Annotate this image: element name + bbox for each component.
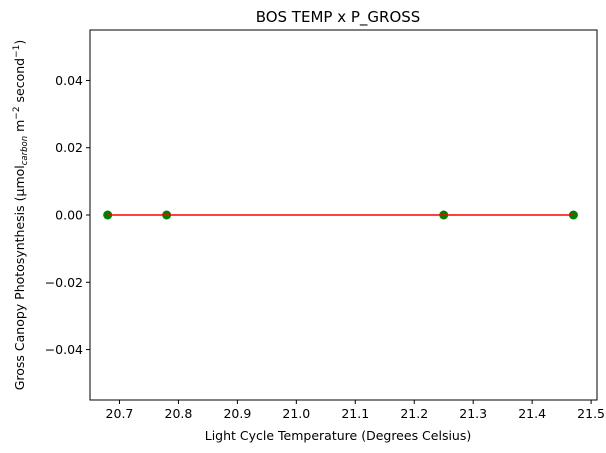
x-tick-label: 20.8 [165, 406, 193, 421]
x-tick-label: 21.5 [577, 406, 605, 421]
y-tick-label: 0.00 [55, 208, 83, 223]
x-tick-label: 21.0 [282, 406, 310, 421]
y-axis-label-sup1: −2 [12, 106, 22, 119]
y-axis-label-mid2: second [12, 58, 27, 107]
y-tick-label: −0.02 [45, 275, 83, 290]
y-tick-label: −0.04 [45, 342, 83, 357]
x-axis-ticks: 20.7 20.8 20.9 21.0 21.1 21.2 21.3 21.4 21.5 [106, 400, 605, 421]
x-tick-label: 21.2 [400, 406, 428, 421]
y-tick-label: 0.04 [55, 73, 83, 88]
y-axis-label-suffix: ) [12, 40, 27, 45]
plot-area: 20.7 20.8 20.9 21.0 21.1 21.2 21.3 21.4 21.5 0.0… [45, 29, 605, 421]
y-axis-label: Gross Canopy Photosynthesis (μmolcarbon … [12, 40, 30, 391]
y-axis-ticks: 0.04 0.02 0.00 −0.02 −0.04 [45, 73, 90, 357]
chart-title: BOS TEMP x P_GROSS [256, 8, 421, 27]
x-axis-label: Light Cycle Temperature (Degrees Celsius… [205, 428, 472, 443]
x-tick-label: 20.9 [223, 406, 251, 421]
y-tick-label: 0.02 [55, 140, 83, 155]
y-axis-label-subscript: carbon [20, 136, 30, 165]
x-tick-label: 21.4 [518, 406, 546, 421]
y-axis-label-sup2: −1 [12, 45, 22, 58]
x-tick-label: 20.7 [106, 406, 134, 421]
x-tick-label: 21.3 [459, 406, 487, 421]
y-axis-label-prefix: Gross Canopy Photosynthesis (μmol [12, 165, 27, 390]
series-layer [103, 210, 578, 220]
x-tick-label: 21.1 [341, 406, 369, 421]
y-axis-label-middle: m [12, 120, 27, 136]
